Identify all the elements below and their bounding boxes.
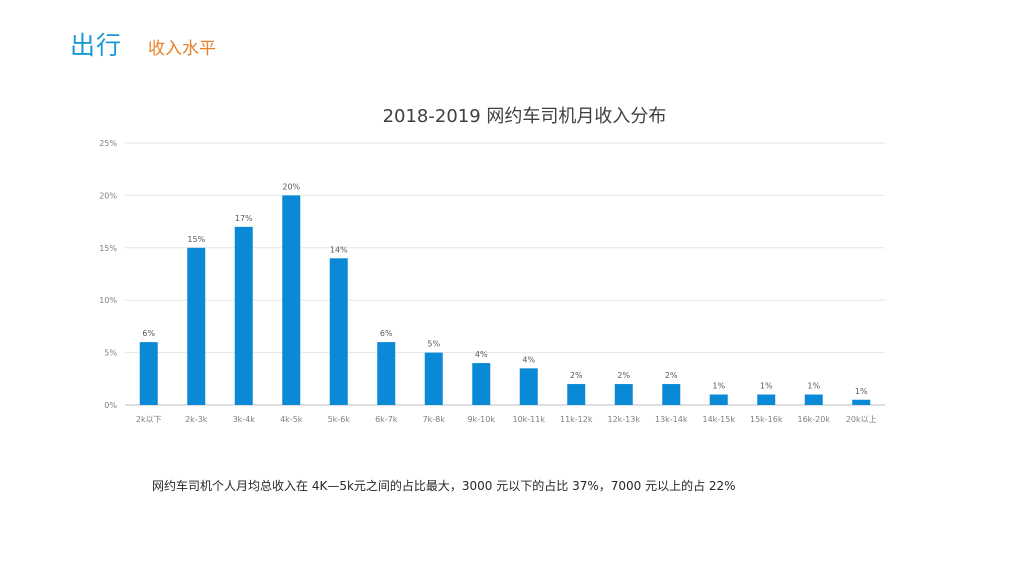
x-tick-label: 9k-10k [468,415,496,424]
y-tick-label: 20% [99,191,117,200]
data-label: 6% [380,329,393,338]
data-label: 1% [807,382,820,391]
data-label: 17% [235,214,253,223]
x-tick-label: 14k-15k [702,415,735,424]
x-tick-label: 12k-13k [607,415,640,424]
page-heading: 出行 收入水平 [70,26,216,62]
chart-title: 2018-2019 网约车司机月收入分布 [382,106,667,127]
data-label: 4% [522,355,535,364]
data-label: 15% [187,235,205,244]
data-label: 4% [475,350,488,359]
x-tick-label: 5k-6k [328,415,351,424]
data-label: 2% [665,371,678,380]
bar [662,384,681,405]
y-tick-label: 0% [104,401,117,410]
data-label: 6% [142,329,155,338]
y-tick-label: 15% [99,244,117,253]
data-label: 1% [712,382,725,391]
bar [757,394,776,405]
bar [424,352,443,405]
bar [139,342,158,405]
x-tick-label: 16k-20k [797,415,830,424]
data-label: 20% [282,182,300,191]
x-tick-label: 11k-12k [560,415,593,424]
bar [472,363,491,405]
x-tick-label: 15k-16k [750,415,783,424]
bar [282,195,301,405]
bar [852,399,871,405]
y-tick-label: 25% [99,139,117,148]
data-label: 14% [330,245,348,254]
chart-caption: 网约车司机个人月均总收入在 4K—5k元之间的占比最大，3000 元以下的占比 … [152,479,736,493]
y-tick-label: 5% [104,349,117,358]
page-title: 出行 [70,31,123,60]
data-label: 2% [617,371,630,380]
x-tick-label: 3k-4k [233,415,256,424]
y-tick-label: 10% [99,296,117,305]
bar [567,384,586,405]
bar [329,258,348,405]
x-tick-label: 10k-11k [512,415,545,424]
page-subtitle: 收入水平 [148,39,217,59]
data-label: 5% [427,340,440,349]
x-tick-label: 2k-3k [185,415,208,424]
bar [614,384,633,405]
bar [187,247,206,405]
bar [377,342,396,405]
data-label: 1% [855,387,868,396]
data-label: 2% [570,371,583,380]
x-tick-label: 6k-7k [375,415,398,424]
x-tick-label: 20k以上 [846,415,877,424]
bar [709,394,728,405]
bar [519,368,538,405]
x-tick-label: 7k-8k [423,415,446,424]
x-tick-label: 2k以下 [136,415,162,424]
data-label: 1% [760,382,773,391]
x-tick-label: 4k-5k [280,415,303,424]
bar [804,394,823,405]
x-tick-label: 13k-14k [655,415,688,424]
bar [234,226,253,405]
